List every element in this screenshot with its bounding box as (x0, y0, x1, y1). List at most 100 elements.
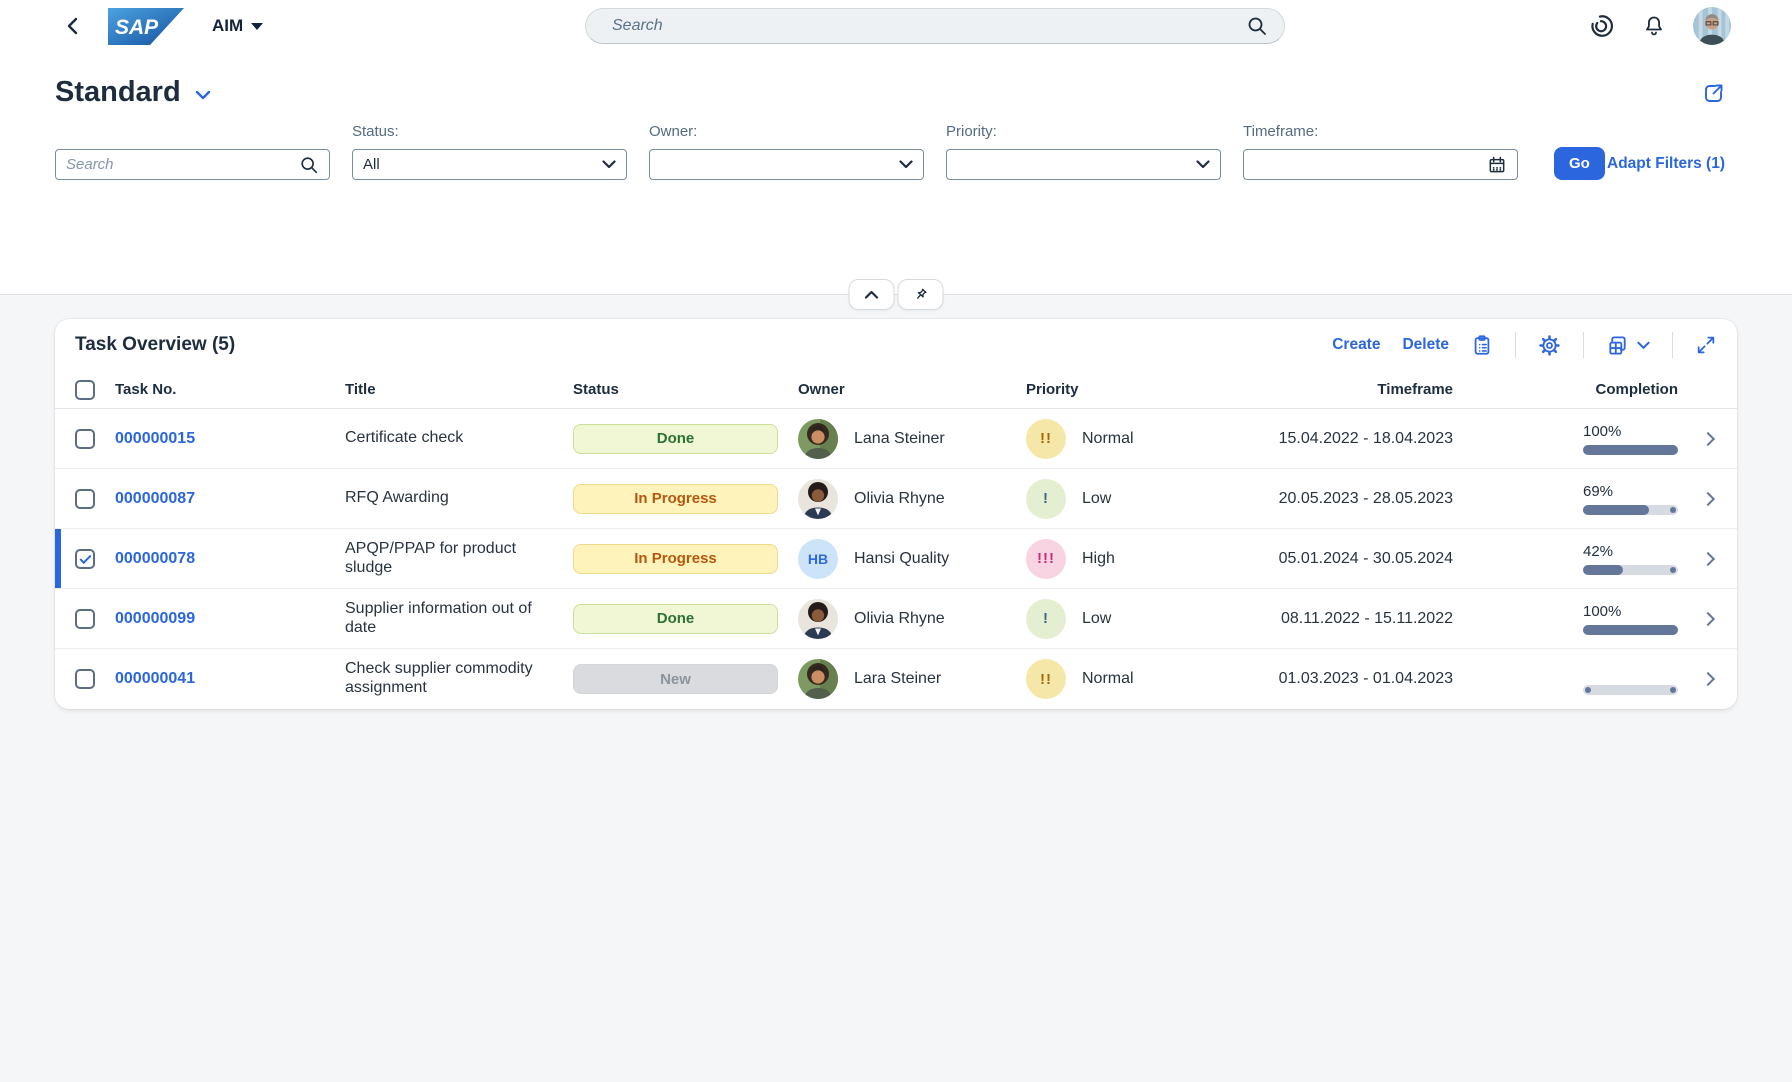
chevron-down-icon (1637, 341, 1650, 349)
task-title: APQP/PPAP for product sludge (345, 539, 517, 576)
completion-fill (1583, 504, 1649, 515)
completion-cell: 42% (1583, 543, 1678, 575)
task-overview-card: Task Overview (5) Create Delete (55, 319, 1737, 709)
timeframe-filter-label: Timeframe: (1243, 123, 1319, 140)
completion-fill (1583, 444, 1678, 455)
row-checkbox[interactable] (75, 669, 95, 689)
task-number-link[interactable]: 000000087 (115, 489, 196, 507)
timeframe-value: 05.01.2024 - 30.05.2024 (1278, 549, 1453, 567)
title-chevron-down-icon[interactable] (195, 90, 211, 101)
product-name-label: AIM (212, 16, 244, 35)
table-row[interactable]: 000000015 Certificate check Done Lana St… (55, 409, 1737, 469)
calendar-icon[interactable] (1487, 155, 1507, 175)
search-icon[interactable] (1246, 15, 1268, 37)
completion-cell: 100% (1583, 603, 1678, 635)
row-checkbox[interactable] (75, 488, 95, 509)
task-number-link[interactable]: 000000015 (115, 429, 196, 447)
status-filter-label: Status: (352, 123, 399, 140)
priority-label: Low (1082, 609, 1112, 627)
svg-text:SAP: SAP (115, 16, 159, 39)
column-header-completion[interactable]: Completion (1595, 381, 1679, 398)
priority-label: Low (1082, 489, 1112, 507)
priority-icon: ! (1026, 598, 1066, 639)
chevron-up-icon (864, 290, 879, 299)
column-header-timeframe[interactable]: Timeframe (1377, 381, 1453, 398)
fullscreen-icon[interactable] (1695, 334, 1717, 356)
column-header-status[interactable]: Status (573, 381, 619, 398)
collapse-header-button[interactable] (848, 279, 895, 310)
product-switcher[interactable]: AIM (212, 16, 264, 36)
share-icon[interactable] (1702, 81, 1726, 105)
table-row[interactable]: 000000078 APQP/PPAP for product sludge I… (55, 529, 1737, 589)
export-spreadsheet-button[interactable] (1606, 334, 1650, 357)
status-badge: Done (573, 603, 778, 634)
caret-down-icon (251, 22, 264, 30)
owner-filter-label: Owner: (649, 123, 698, 140)
column-header-title[interactable]: Title (345, 381, 376, 398)
filter-search-field (55, 149, 330, 180)
shell-search (585, 8, 1285, 44)
toolbar-separator (1583, 332, 1584, 358)
completion-percent: 42% (1583, 542, 1614, 560)
filter-search-input[interactable] (66, 156, 299, 173)
create-button[interactable]: Create (1332, 336, 1381, 353)
table-row[interactable]: 000000099 Supplier information out of da… (55, 589, 1737, 649)
row-navigate-chevron-icon[interactable] (1700, 611, 1716, 626)
row-navigate-chevron-icon[interactable] (1700, 551, 1716, 566)
filter-owner-group: Owner: (649, 123, 924, 180)
column-header-priority[interactable]: Priority (1026, 381, 1079, 398)
completion-bar (1583, 564, 1678, 575)
search-icon[interactable] (299, 155, 319, 175)
completion-bar (1583, 624, 1678, 635)
owner-avatar: HB (798, 538, 838, 579)
pin-header-button[interactable] (897, 279, 944, 310)
table-row[interactable]: 000000087 RFQ Awarding In Progress Olivi… (55, 469, 1737, 529)
row-navigate-chevron-icon[interactable] (1700, 491, 1716, 506)
copilot-icon[interactable] (1589, 13, 1615, 39)
priority-filter-select[interactable] (946, 149, 1221, 180)
completion-percent: 100% (1583, 602, 1622, 620)
select-all-checkbox[interactable] (75, 379, 95, 400)
notifications-bell-icon[interactable] (1641, 13, 1667, 39)
row-navigate-chevron-icon[interactable] (1700, 431, 1716, 446)
status-badge: In Progress (573, 483, 778, 514)
priority-label: Normal (1082, 429, 1134, 447)
user-avatar[interactable] (1693, 7, 1731, 45)
completion-percent: 69% (1583, 482, 1614, 500)
shell-search-input[interactable] (612, 17, 1246, 35)
completion-bar (1583, 504, 1678, 515)
owner-name: Lara Steiner (854, 670, 942, 687)
table-row[interactable]: 000000041 Check supplier commodity assig… (55, 649, 1737, 709)
status-filter-value: All (363, 156, 380, 173)
toolbar-separator (1515, 332, 1516, 358)
completion-percent: 100% (1583, 422, 1622, 440)
settings-gear-icon[interactable] (1538, 334, 1561, 357)
row-checkbox[interactable] (75, 548, 95, 569)
row-navigate-chevron-icon[interactable] (1700, 671, 1716, 687)
completion-bar (1583, 685, 1678, 695)
sap-logo[interactable]: SAP (108, 7, 184, 45)
status-filter-select[interactable]: All (352, 149, 627, 180)
task-number-link[interactable]: 000000078 (115, 549, 196, 567)
owner-name: Hansi Quality (854, 549, 950, 567)
row-checkbox[interactable] (75, 428, 95, 449)
go-button[interactable]: Go (1554, 147, 1605, 180)
owner-name: Lana Steiner (854, 429, 945, 447)
task-number-link[interactable]: 000000099 (115, 609, 196, 627)
adapt-filters-link[interactable]: Adapt Filters (1) (1607, 155, 1725, 172)
column-header-owner[interactable]: Owner (798, 381, 845, 398)
priority-filter-label: Priority: (946, 123, 997, 140)
owner-avatar (798, 479, 838, 519)
priority-label: High (1082, 549, 1115, 567)
owner-name: Olivia Rhyne (854, 609, 945, 627)
filter-timeframe-group: Timeframe: (1243, 123, 1518, 180)
back-button[interactable] (62, 15, 84, 37)
clipboard-list-icon[interactable] (1471, 334, 1493, 356)
delete-button[interactable]: Delete (1402, 336, 1449, 353)
column-header-task-no[interactable]: Task No. (115, 381, 177, 398)
owner-filter-select[interactable] (649, 149, 924, 180)
timeframe-filter-field[interactable] (1243, 149, 1518, 180)
task-number-link[interactable]: 000000041 (115, 670, 196, 687)
task-title: Supplier information out of date (345, 599, 532, 636)
row-checkbox[interactable] (75, 608, 95, 629)
